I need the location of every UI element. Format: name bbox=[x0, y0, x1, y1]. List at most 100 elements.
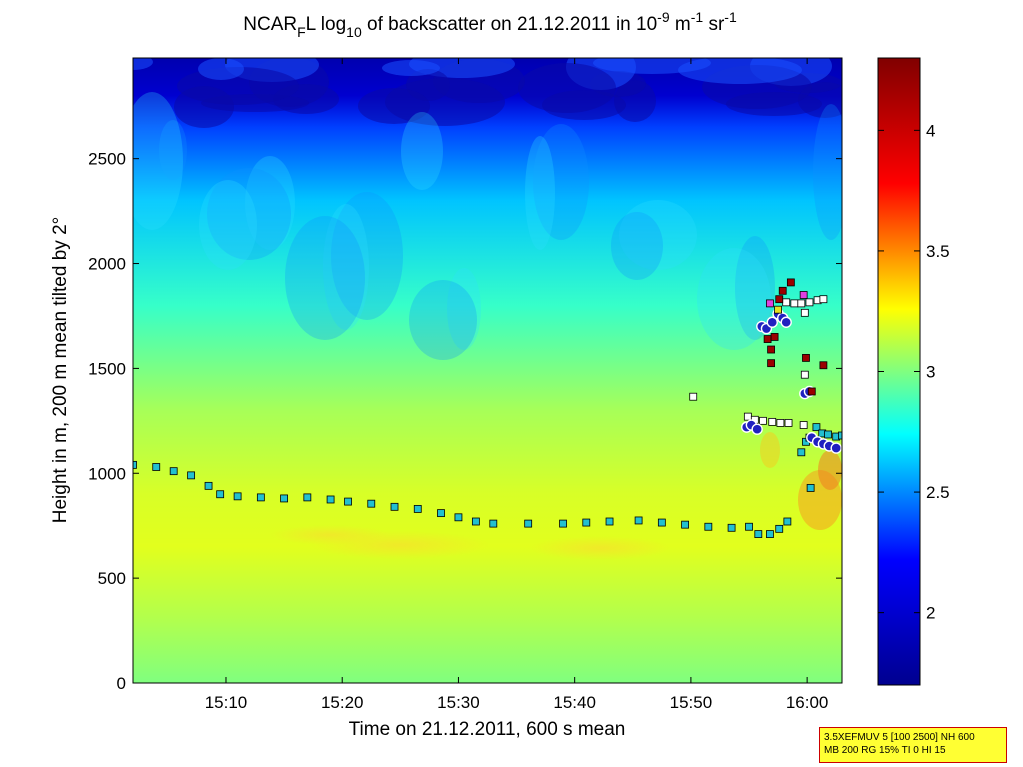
data-point bbox=[797, 299, 806, 308]
data-point bbox=[689, 392, 698, 401]
data-point bbox=[303, 493, 312, 502]
colorbar-tick-label: 2 bbox=[926, 604, 935, 623]
texture-blob bbox=[174, 86, 234, 128]
series-cloud-base bbox=[689, 295, 828, 429]
data-point bbox=[799, 421, 808, 429]
x-tick-label: 15:50 bbox=[670, 693, 713, 712]
data-point bbox=[830, 442, 842, 454]
data-point bbox=[745, 522, 753, 531]
data-point bbox=[786, 278, 795, 287]
series-strong-returns bbox=[763, 278, 828, 396]
plot-area bbox=[133, 58, 842, 683]
data-point bbox=[768, 417, 777, 426]
data-point bbox=[775, 295, 784, 304]
data-point bbox=[767, 359, 775, 368]
texture-streak bbox=[735, 236, 775, 340]
heatmap-texture bbox=[133, 58, 842, 560]
colorbar-tick-label: 3 bbox=[926, 363, 935, 382]
y-tick-label: 500 bbox=[98, 569, 126, 588]
data-point bbox=[413, 505, 422, 513]
data-point bbox=[812, 423, 821, 432]
series-other-detections bbox=[766, 291, 808, 308]
data-point bbox=[838, 431, 842, 440]
texture-streak bbox=[697, 248, 771, 350]
y-axis: 0 500 1000 1500 2000 2500 bbox=[88, 150, 842, 693]
data-point bbox=[489, 519, 498, 528]
texture-streak bbox=[285, 216, 365, 340]
x-axis-label: Time on 21.12.2011, 600 s mean bbox=[349, 719, 626, 740]
data-point bbox=[780, 316, 792, 328]
texture-streak bbox=[199, 180, 257, 270]
data-point bbox=[784, 419, 793, 427]
texture-blob bbox=[678, 58, 802, 84]
data-point bbox=[783, 517, 792, 526]
data-point bbox=[727, 523, 736, 532]
texture-streak bbox=[611, 212, 663, 280]
info-line-2: MB 200 RG 15% TI 0 HI 15 bbox=[824, 745, 946, 756]
data-point bbox=[797, 448, 806, 457]
data-point bbox=[776, 419, 785, 427]
y-tick-label: 2500 bbox=[88, 150, 126, 169]
heatmap-background bbox=[133, 58, 842, 683]
info-line-1: 3.5XEFMUV 5 [100 2500] NH 600 bbox=[824, 732, 975, 743]
data-point bbox=[743, 412, 752, 421]
data-point bbox=[767, 345, 775, 354]
series-other-detections-2 bbox=[774, 305, 782, 314]
texture-warm-blob bbox=[270, 525, 390, 545]
data-point bbox=[204, 481, 213, 490]
texture-streak bbox=[245, 156, 295, 250]
texture-streak bbox=[619, 200, 697, 270]
texture-streak bbox=[533, 124, 589, 240]
texture-streak bbox=[331, 192, 403, 320]
x-tick-label: 15:10 bbox=[205, 693, 248, 712]
data-point bbox=[582, 518, 591, 527]
data-point bbox=[770, 333, 779, 341]
texture-streak bbox=[525, 136, 555, 250]
colorbar-tick-label: 4 bbox=[926, 121, 935, 140]
x-axis: 15:10 15:20 15:30 15:40 15:50 16:00 bbox=[205, 58, 828, 712]
data-point bbox=[790, 299, 799, 308]
texture-hot-spot bbox=[818, 450, 842, 490]
colorbar-tick-label: 2.5 bbox=[926, 483, 950, 502]
data-point bbox=[754, 530, 763, 538]
data-point bbox=[782, 298, 791, 307]
data-point bbox=[806, 484, 815, 492]
data-point bbox=[471, 517, 480, 526]
data-point bbox=[169, 467, 178, 476]
data-point bbox=[524, 519, 533, 528]
texture-streak bbox=[133, 92, 183, 230]
data-point bbox=[800, 308, 809, 317]
data-point bbox=[326, 495, 335, 504]
data-point bbox=[766, 299, 774, 308]
data-point bbox=[819, 295, 828, 304]
data-point bbox=[367, 499, 376, 508]
data-point bbox=[152, 463, 161, 471]
processing-info-box: 3.5XEFMUV 5 [100 2500] NH 600 MB 200 RG … bbox=[819, 727, 1007, 763]
texture-streak bbox=[409, 280, 477, 360]
data-point bbox=[454, 513, 463, 522]
y-tick-label: 2000 bbox=[88, 255, 126, 274]
data-point bbox=[605, 517, 614, 526]
x-tick-label: 15:20 bbox=[321, 693, 364, 712]
data-point bbox=[799, 291, 808, 299]
data-point bbox=[634, 516, 643, 525]
data-point bbox=[657, 518, 666, 527]
data-point bbox=[187, 471, 196, 480]
texture-streak bbox=[207, 168, 291, 260]
data-point bbox=[216, 490, 225, 499]
data-point bbox=[766, 316, 778, 328]
texture-blob bbox=[133, 58, 153, 70]
data-point bbox=[775, 524, 784, 533]
data-point bbox=[766, 530, 774, 538]
texture-hot-spot bbox=[760, 432, 780, 468]
data-point bbox=[256, 493, 265, 502]
data-point bbox=[759, 416, 767, 425]
data-point bbox=[751, 423, 763, 435]
texture-blob bbox=[518, 63, 616, 113]
data-point bbox=[233, 492, 242, 501]
data-point bbox=[824, 430, 832, 439]
colorbar-axis: 2 2.5 3 3.5 4 bbox=[878, 121, 950, 623]
data-point bbox=[802, 354, 810, 362]
marker-series bbox=[133, 278, 842, 538]
